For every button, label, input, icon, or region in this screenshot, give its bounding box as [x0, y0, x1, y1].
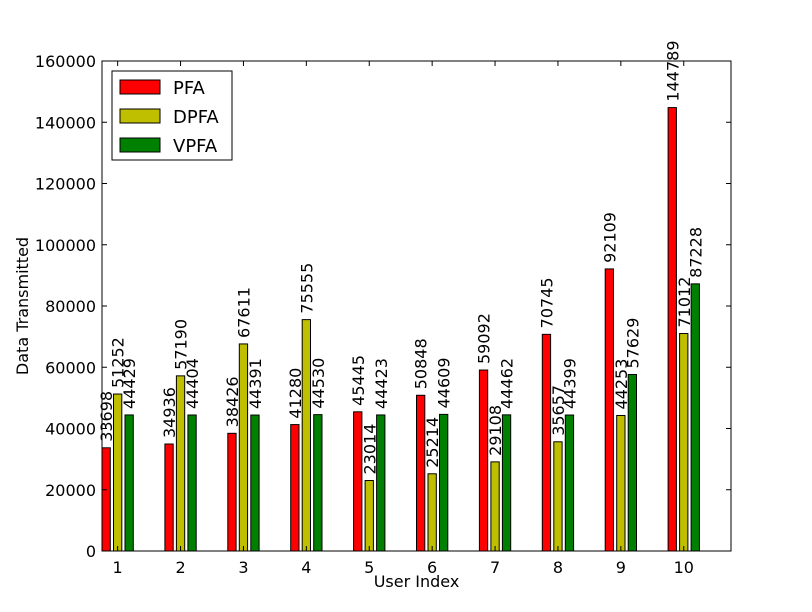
data-label-dpfa-user-9: 44253	[612, 359, 631, 410]
bar-pfa-user-10	[667, 107, 677, 552]
legend-label-dpfa: DPFA	[173, 107, 219, 128]
bar-dpfa-user-4	[301, 319, 312, 552]
legend-label-vpfa: VPFA	[173, 136, 218, 157]
data-label-vpfa-user-7: 44462	[498, 358, 517, 409]
x-axis: 1 2 3 4 5 6 7 8 9 10	[113, 61, 694, 577]
y-tick-label: 160000	[35, 52, 96, 71]
x-tick-label: 6	[427, 558, 437, 577]
data-label-dpfa-user-10: 71012	[675, 277, 694, 328]
bar-pfa-user-7	[478, 369, 489, 552]
x-tick-label: 8	[553, 558, 563, 577]
data-label-vpfa-user-10: 87228	[686, 227, 705, 278]
x-tick-label: 3	[238, 558, 248, 577]
data-label-pfa-user-10: 144789	[663, 41, 682, 102]
data-label-vpfa-user-4: 44530	[309, 358, 328, 409]
legend-swatch-pfa	[119, 79, 161, 95]
y-tick-label: 20000	[45, 481, 96, 500]
data-label-pfa-user-5: 45445	[349, 355, 368, 406]
bar-dpfa-user-10	[679, 333, 689, 552]
data-label-dpfa-user-4: 75555	[297, 263, 316, 314]
data-label-pfa-user-3: 38426	[223, 376, 242, 427]
data-label-dpfa-user-5: 23014	[360, 424, 379, 475]
bar-vpfa-user-1	[124, 414, 134, 552]
legend: PFA DPFA VPFA	[111, 70, 233, 161]
data-label-vpfa-user-8: 44399	[560, 358, 579, 409]
data-label-pfa-user-4: 41280	[286, 368, 305, 419]
data-label-pfa-user-8: 70745	[537, 277, 556, 328]
data-label-dpfa-user-7: 29108	[486, 405, 505, 456]
y-axis-label: Data Transmitted	[13, 237, 32, 375]
bar-dpfa-user-8	[553, 441, 563, 552]
bars-layer	[101, 107, 700, 552]
bar-pfa-user-4	[290, 424, 300, 552]
y-tick-label: 0	[86, 542, 96, 561]
bar-dpfa-user-7	[490, 461, 500, 552]
data-label-dpfa-user-8: 35657	[549, 385, 568, 436]
legend-label-pfa: PFA	[173, 78, 206, 99]
x-axis-label: User Index	[374, 572, 460, 591]
data-label-vpfa-user-6: 44609	[435, 357, 454, 408]
data-label-pfa-user-1: 33698	[97, 391, 116, 442]
bar-dpfa-user-6	[427, 473, 437, 552]
bar-vpfa-user-2	[187, 414, 197, 552]
data-label-pfa-user-2: 34936	[160, 387, 179, 438]
x-tick-label: 9	[616, 558, 626, 577]
bar-vpfa-user-3	[250, 414, 260, 552]
data-label-vpfa-user-1: 44429	[120, 358, 139, 409]
data-label-pfa-user-7: 59092	[475, 313, 494, 364]
bar-pfa-user-3	[227, 432, 237, 552]
y-tick-label: 60000	[45, 358, 96, 377]
y-tick-label: 40000	[45, 420, 96, 439]
bar-dpfa-user-9	[616, 414, 626, 552]
bar-pfa-user-1	[101, 447, 111, 552]
bar-dpfa-user-5	[364, 480, 374, 552]
bar-vpfa-user-4	[313, 414, 323, 552]
data-label-dpfa-user-2: 57190	[172, 319, 191, 370]
x-tick-label: 5	[364, 558, 374, 577]
y-tick-label: 100000	[35, 236, 96, 255]
data-label-pfa-user-9: 92109	[600, 212, 619, 263]
data-label-vpfa-user-3: 44391	[246, 358, 265, 409]
data-label-pfa-user-6: 50848	[412, 338, 431, 389]
x-tick-label: 1	[113, 558, 123, 577]
y-axis: 0 20000 40000 60000 80000 100000 120000 140000 1…	[35, 52, 731, 561]
y-tick-label: 80000	[45, 297, 96, 316]
legend-swatch-dpfa	[119, 108, 161, 124]
y-tick-label: 120000	[35, 175, 96, 194]
y-tick-label: 140000	[35, 113, 96, 132]
data-label-vpfa-user-5: 44423	[372, 358, 391, 409]
data-label-dpfa-user-1: 51252	[109, 337, 128, 388]
data-label-dpfa-user-3: 67611	[234, 287, 253, 338]
x-tick-label: 7	[490, 558, 500, 577]
x-tick-label: 10	[674, 558, 694, 577]
x-tick-label: 4	[301, 558, 311, 577]
bar-pfa-user-2	[164, 443, 174, 552]
data-label-vpfa-user-9: 57629	[623, 318, 642, 369]
x-tick-label: 2	[175, 558, 185, 577]
legend-swatch-vpfa	[119, 137, 161, 153]
data-label-vpfa-user-2: 44404	[183, 358, 202, 409]
bar-pfa-user-8	[541, 333, 552, 552]
data-label-dpfa-user-6: 25214	[423, 417, 442, 468]
